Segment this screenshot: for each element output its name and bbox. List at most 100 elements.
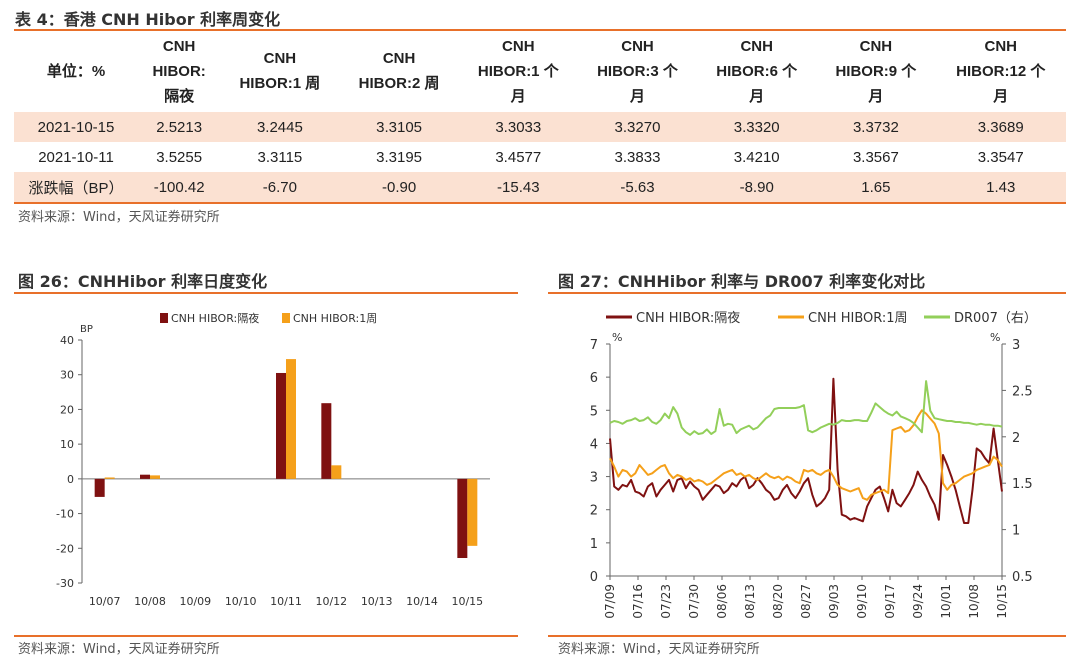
left-tick-label: 7 (590, 338, 598, 353)
table-cell: 3.3270 (577, 112, 698, 142)
y-tick-label: 0 (67, 473, 74, 486)
table-top-rule (14, 29, 1066, 31)
right-tick-label: 1.5 (1012, 477, 1033, 492)
fig26-title: 图 26：CNHHibor 利率日度变化 (18, 272, 268, 291)
bar-overnight (457, 478, 468, 559)
table-header-cell: CNH HIBOR:6 个 月 (716, 37, 798, 105)
table-header-cell: CNH HIBOR:1 个 月 (477, 37, 559, 105)
x-tick-label: 10/13 (361, 595, 393, 608)
table-cell: 3.4577 (495, 148, 542, 166)
x-tick-label: 10/11 (270, 595, 302, 608)
series-line-dr007 (609, 380, 1003, 436)
table-header-cell: CNH HIBOR:1 周 (239, 50, 321, 92)
legend-swatch (282, 313, 290, 323)
x-tick-label: 10/01 (939, 584, 953, 619)
table-cell: 2021-10-15 (14, 112, 138, 142)
table-row: 涨跌幅（BP） -100.42 -6.70 -0.90 -15.43 -5.63… (14, 172, 1066, 204)
y-tick-label: -30 (56, 577, 74, 590)
right-tick-label: 2.5 (1012, 384, 1033, 399)
fig26-chart: -30 -20 -10 0 10 20 30 40 BP 10/07 10/08 10/09 10/10… (56, 311, 490, 608)
bar-overnight (94, 478, 105, 497)
table-cell: 3.5255 (156, 148, 203, 166)
y-tick-label: 40 (60, 334, 74, 347)
x-tick-label: 10/15 (995, 584, 1009, 619)
right-tick-label: 2 (1012, 431, 1020, 446)
x-tick-label: 10/08 (134, 595, 166, 608)
x-tick-label: 10/15 (451, 595, 483, 608)
cnh-hibor-table: 单位：% CNH HIBOR: 隔夜 CNH HIBOR:1 周 CNH HIB… (14, 30, 1066, 204)
table-cell: 3.4210 (733, 148, 780, 166)
table-cell: 涨跌幅（BP） (14, 172, 138, 204)
left-tick-label: 4 (590, 437, 598, 452)
y-tick-label: -10 (56, 508, 74, 521)
bar-overnight (140, 474, 150, 479)
table-cell: 3.3833 (614, 148, 661, 166)
x-tick-label: 10/08 (967, 584, 981, 619)
table-header-cell: CNH HIBOR:3 个 月 (597, 37, 678, 105)
table-cell: -0.90 (339, 172, 459, 204)
fig27-source: 资料来源：Wind，天风证券研究所 (558, 642, 760, 657)
fig26-source: 资料来源：Wind，天风证券研究所 (18, 642, 220, 657)
table-cell: 3.3115 (257, 148, 303, 166)
y-tick-label: 20 (60, 403, 74, 416)
bar-one-week (104, 477, 115, 479)
x-tick-label: 08/06 (715, 584, 729, 619)
x-tick-label: 09/10 (855, 584, 869, 619)
bar-one-week (467, 478, 478, 546)
right-tick-label: 3 (1012, 338, 1020, 353)
x-tick-label: 07/23 (659, 584, 673, 619)
x-tick-label: 07/09 (603, 584, 617, 619)
x-tick-label: 09/17 (883, 584, 897, 619)
table-header-row: 单位：% CNH HIBOR: 隔夜 CNH HIBOR:1 周 CNH HIB… (14, 30, 1066, 112)
table-cell: 3.3689 (935, 112, 1066, 142)
table-cell: 3.3195 (376, 148, 423, 166)
table-title: 表 4：香港 CNH Hibor 利率周变化 (15, 10, 281, 29)
y-tick-label: -20 (56, 542, 74, 555)
x-tick-label: 08/27 (799, 584, 813, 619)
table-row: 2021-10-11 3.5255 3.3115 3.3195 3.4577 3… (14, 142, 1066, 172)
right-tick-label: 0.5 (1012, 570, 1033, 585)
left-tick-label: 1 (590, 537, 598, 552)
x-tick-label: 07/30 (687, 584, 701, 619)
table-cell: -6.70 (220, 172, 340, 204)
x-tick-label: 08/20 (771, 584, 785, 619)
legend-label: CNH HIBOR:隔夜 (636, 311, 740, 326)
table-cell: 1.65 (816, 172, 936, 204)
series-line-one-week (609, 409, 1003, 501)
x-tick-label: 08/13 (743, 584, 757, 619)
legend-label: DR007（右） (954, 311, 1037, 326)
bar-overnight (276, 372, 286, 479)
legend-label: CNH HIBOR:隔夜 (171, 311, 259, 325)
table-cell: 3.3732 (816, 112, 936, 142)
table-cell: -15.43 (458, 172, 578, 204)
bar-one-week (286, 359, 296, 479)
left-tick-label: 2 (590, 504, 598, 519)
series-line-overnight (609, 377, 1003, 524)
table-cell: 3.3547 (977, 148, 1024, 166)
fig27-bottom-rule (548, 635, 1066, 637)
table-cell: 3.2445 (220, 112, 340, 142)
table-source: 资料来源：Wind，天风证券研究所 (18, 210, 220, 225)
x-tick-label: 07/16 (631, 584, 645, 619)
legend-label: CNH HIBOR:1周 (808, 311, 908, 326)
right-axis-unit: % (990, 331, 1000, 344)
table-cell: -8.90 (697, 172, 817, 204)
right-tick-label: 1 (1012, 524, 1020, 539)
left-tick-label: 5 (590, 404, 598, 419)
table-cell: -100.42 (138, 172, 221, 204)
table-header-cell: CNH HIBOR:2 周 (358, 50, 440, 92)
fig27-title: 图 27：CNHHibor 利率与 DR007 利率变化对比 (558, 272, 926, 291)
table-header-cell: 单位：% (46, 62, 106, 80)
y-tick-label: 30 (60, 369, 74, 382)
fig26-bottom-rule (14, 635, 518, 637)
table-header-cell: CNH HIBOR: 隔夜 (152, 37, 206, 105)
table-cell: 2021-10-11 (38, 148, 114, 166)
table-header-cell: CNH HIBOR:9 个 月 (835, 37, 917, 105)
table-cell: 1.43 (935, 172, 1066, 204)
x-tick-label: 10/10 (225, 595, 257, 608)
table-cell: 2.5213 (138, 112, 221, 142)
table-cell: 3.3320 (697, 112, 817, 142)
y-axis-unit: BP (80, 324, 93, 335)
y-tick-label: 10 (60, 438, 74, 451)
table-header-cell: CNH HIBOR:12 个 月 (956, 37, 1046, 105)
